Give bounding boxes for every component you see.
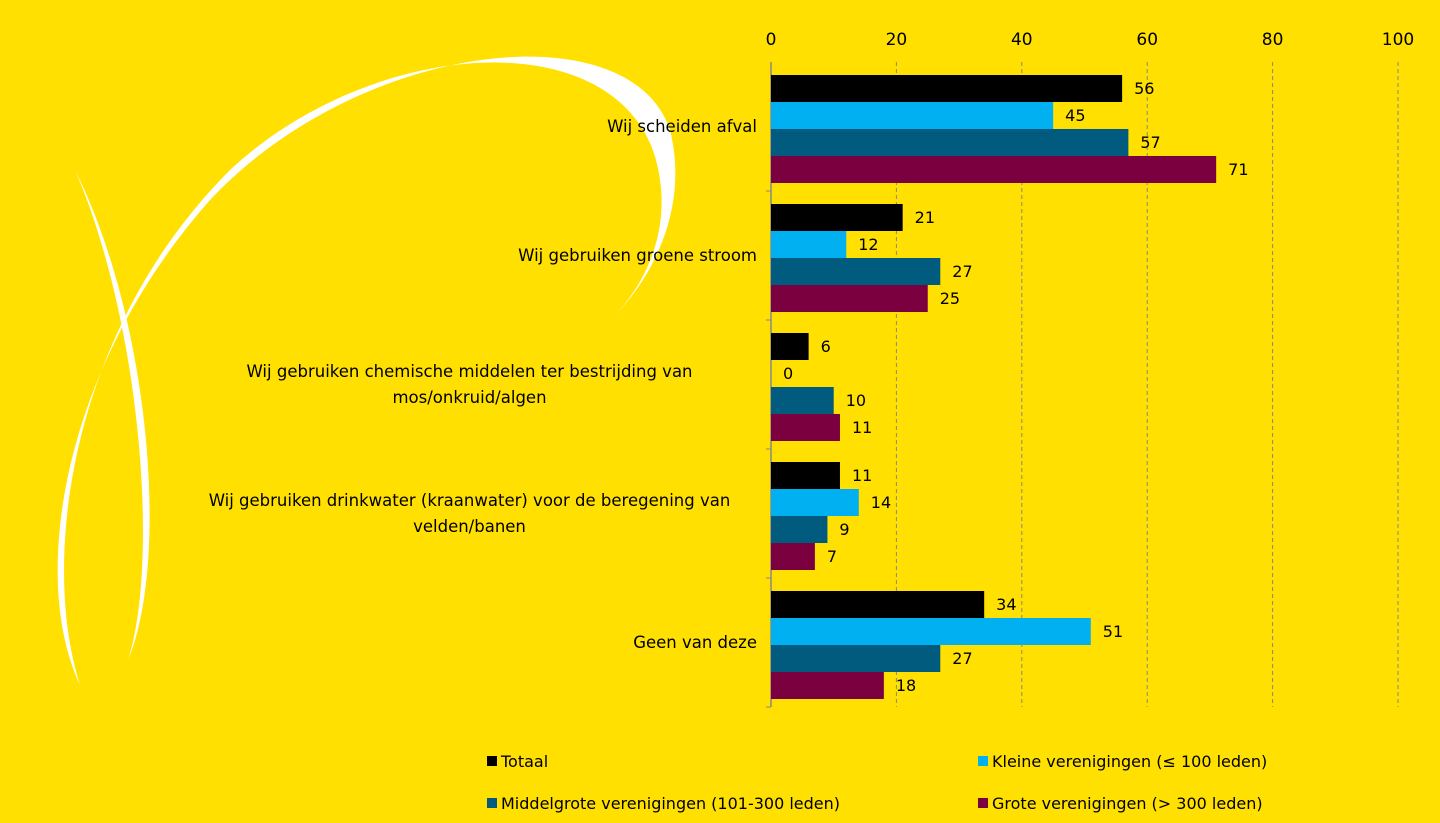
category-text: Wij gebruiken chemische middelen ter bes… — [246, 361, 693, 407]
bar — [771, 231, 847, 258]
value-label: 57 — [1140, 133, 1160, 152]
decoration — [75, 170, 150, 660]
bar — [771, 75, 1123, 102]
legend-text: Middelgrote verenigingen (101-300 leden) — [501, 793, 841, 813]
category-text: Wij scheiden afval — [607, 116, 757, 136]
bar — [771, 516, 828, 543]
category-label: Wij gebruiken drinkwater (kraanwater) vo… — [182, 484, 757, 544]
value-label: 0 — [783, 364, 793, 383]
value-label: 27 — [952, 262, 972, 281]
bar — [771, 156, 1217, 183]
bar — [771, 204, 903, 231]
legend-text: Totaal — [501, 751, 549, 771]
bar — [771, 333, 809, 360]
legend-swatch — [978, 756, 988, 766]
value-label: 12 — [858, 235, 878, 254]
x-tick-label: 100 — [1382, 30, 1414, 50]
value-label: 9 — [839, 520, 849, 539]
value-label: 34 — [996, 595, 1016, 614]
category-text: Geen van deze — [633, 632, 757, 652]
bar — [771, 618, 1091, 645]
x-tick-label: 20 — [886, 30, 908, 50]
category-label: Wij scheiden afval — [607, 97, 757, 157]
bar — [771, 645, 941, 672]
legend-swatch — [978, 798, 988, 808]
bar — [771, 591, 985, 618]
value-label: 25 — [940, 289, 960, 308]
legend-item: Grote verenigingen (> 300 leden) — [978, 793, 1263, 813]
value-label: 14 — [871, 493, 891, 512]
bar — [771, 414, 840, 441]
bar — [771, 543, 815, 570]
bar — [771, 489, 859, 516]
category-text: Wij gebruiken drinkwater (kraanwater) vo… — [208, 490, 731, 536]
value-label: 7 — [827, 547, 837, 566]
value-label: 21 — [915, 208, 935, 227]
category-text: Wij gebruiken groene stroom — [518, 245, 757, 265]
value-label: 51 — [1103, 622, 1123, 641]
category-label: Wij gebruiken groene stroom — [518, 226, 757, 286]
bar — [771, 387, 834, 414]
bar — [771, 258, 941, 285]
value-label: 18 — [896, 676, 916, 695]
value-label: 6 — [821, 337, 831, 356]
value-label: 10 — [846, 391, 866, 410]
value-label: 11 — [852, 466, 872, 485]
bar — [771, 462, 840, 489]
bar — [771, 102, 1054, 129]
value-label: 56 — [1134, 79, 1154, 98]
bar — [771, 285, 928, 312]
legend-text: Grote verenigingen (> 300 leden) — [992, 793, 1263, 813]
bar — [771, 129, 1129, 156]
value-label: 45 — [1065, 106, 1085, 125]
legend-item: Kleine verenigingen (≤ 100 leden) — [978, 751, 1267, 771]
legend-swatch — [487, 756, 497, 766]
legend-swatch — [487, 798, 497, 808]
category-label: Geen van deze — [633, 613, 757, 673]
value-label: 27 — [952, 649, 972, 668]
value-label: 11 — [852, 418, 872, 437]
value-label: 71 — [1228, 160, 1248, 179]
bar — [771, 672, 884, 699]
x-tick-label: 60 — [1136, 30, 1158, 50]
x-tick-label: 40 — [1011, 30, 1033, 50]
legend-text: Kleine verenigingen (≤ 100 leden) — [992, 751, 1268, 771]
x-tick-label: 80 — [1262, 30, 1284, 50]
legend-item: Totaal — [487, 751, 548, 771]
legend-item: Middelgrote verenigingen (101-300 leden) — [487, 793, 840, 813]
x-tick-label: 0 — [766, 30, 777, 50]
category-label: Wij gebruiken chemische middelen ter bes… — [182, 355, 757, 415]
